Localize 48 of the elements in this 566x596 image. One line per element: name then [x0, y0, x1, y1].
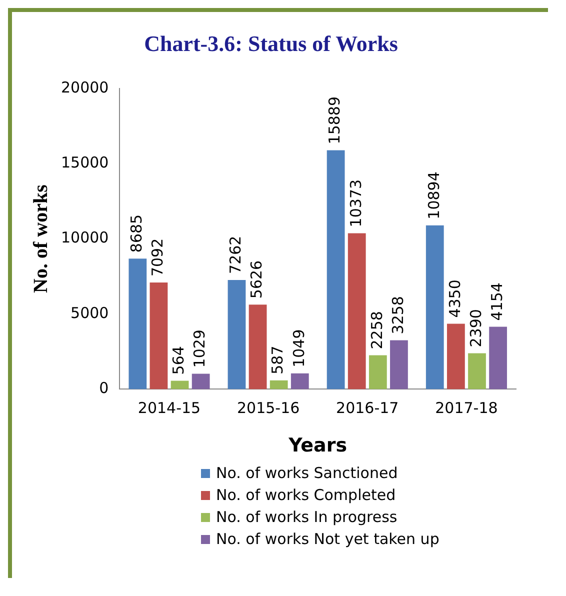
bar — [326, 150, 345, 390]
bar — [446, 324, 465, 390]
data-label: 1049 — [290, 329, 308, 368]
x-axis-title: Years — [288, 434, 348, 457]
data-label: 2258 — [368, 311, 386, 350]
legend-label: No. of works Not yet taken up — [216, 529, 440, 550]
data-label: 564 — [170, 346, 188, 375]
y-tick-label: 10000 — [61, 228, 109, 247]
data-label: 3258 — [388, 296, 407, 334]
bar — [468, 353, 486, 390]
y-tick-label: 15000 — [61, 153, 109, 172]
data-label: 10373 — [346, 179, 365, 228]
x-tick-label: 2015-16 — [236, 399, 300, 418]
data-label: 7262 — [226, 236, 245, 274]
y-tick-label: 20000 — [61, 78, 109, 96]
y-tick-label: 5000 — [70, 304, 109, 322]
bar — [170, 380, 189, 390]
bar — [368, 355, 387, 390]
bar — [228, 280, 246, 390]
y-axis-title: No. of works — [30, 184, 52, 293]
x-tick-label: 2017-18 — [435, 399, 498, 418]
data-label: 5626 — [248, 260, 266, 299]
y-tick-label: 0 — [99, 379, 109, 398]
bar — [426, 225, 444, 390]
bar — [128, 258, 147, 390]
x-tick-label: 2016-17 — [336, 399, 399, 418]
chart-title: Chart-3.6: Status of Works — [144, 30, 398, 56]
bar — [192, 374, 210, 390]
legend-label: No. of works Completed — [216, 485, 396, 506]
data-label: 10894 — [424, 172, 443, 220]
bar — [270, 380, 288, 390]
data-label: 2390 — [466, 309, 485, 348]
x-tick-label: 2014-15 — [138, 399, 201, 418]
legend-label: No. of works Sanctioned — [216, 463, 398, 484]
bar — [150, 282, 168, 390]
data-label: 4154 — [488, 282, 506, 321]
data-label: 8685 — [128, 214, 146, 253]
data-label: 1029 — [190, 330, 209, 368]
data-label: 4350 — [446, 280, 464, 318]
data-label: 587 — [268, 346, 287, 374]
legend-label: No. of works In progress — [216, 507, 398, 528]
data-label: 15889 — [326, 96, 344, 144]
bar — [390, 340, 408, 390]
data-label: 7092 — [148, 238, 167, 277]
bar — [489, 326, 507, 390]
bar — [248, 304, 267, 390]
bar — [290, 373, 309, 390]
bar — [348, 233, 366, 390]
